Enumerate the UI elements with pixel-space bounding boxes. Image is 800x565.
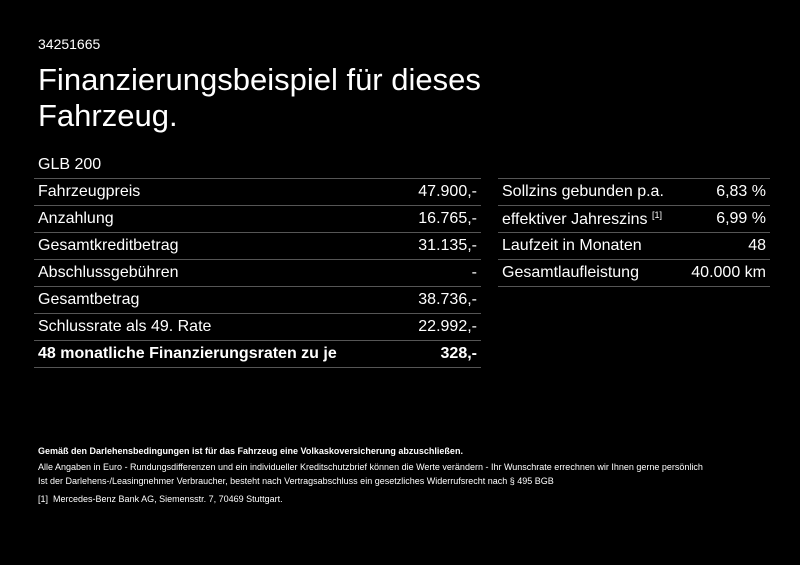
- table-row: Anzahlung 16.765,-: [34, 205, 481, 233]
- table-row: Sollzins gebunden p.a. 6,83 %: [498, 178, 770, 206]
- interest-table: Sollzins gebunden p.a. 6,83 % effektiver …: [498, 178, 770, 287]
- footnote-ref: [1]: [652, 209, 663, 220]
- financing-table: Fahrzeugpreis 47.900,- Anzahlung 16.765,- …: [34, 178, 481, 368]
- table-row: Gesamtkreditbetrag 31.135,-: [34, 232, 481, 260]
- footnote-mark: [1]: [38, 494, 49, 504]
- label: effektiver Jahreszins: [502, 210, 648, 228]
- model-name: GLB 200: [38, 156, 102, 173]
- table-row: Laufzeit in Monaten 48: [498, 232, 770, 260]
- disclaimer-line: Ist der Darlehens-/Leasingnehmer Verbrau…: [38, 476, 554, 486]
- page-title: Finanzierungsbeispiel für dieses Fahrzeu…: [38, 62, 481, 133]
- footnote-text: Mercedes-Benz Bank AG, Siemensstr. 7, 70…: [53, 494, 283, 504]
- disclaimer-line: Alle Angaben in Euro - Rundungsdifferenz…: [38, 462, 703, 472]
- vehicle-id: 34251665: [38, 36, 101, 52]
- table-row: Schlussrate als 49. Rate 22.992,-: [34, 313, 481, 341]
- footnote: [1] Mercedes-Benz Bank AG, Siemensstr. 7…: [38, 494, 283, 504]
- table-row: Gesamtlaufleistung 40.000 km: [498, 259, 770, 287]
- table-row: Fahrzeugpreis 47.900,-: [34, 178, 481, 206]
- table-row: effektiver Jahreszins [1] 6,99 %: [498, 205, 770, 233]
- insurance-note: Gemäß den Darlehensbedingungen ist für d…: [38, 446, 463, 456]
- table-row: Abschlussgebühren -: [34, 259, 481, 287]
- table-row: Gesamtbetrag 38.736,-: [34, 286, 481, 314]
- monthly-rate-row: 48 monatliche Finanzierungsraten zu je 32…: [34, 340, 481, 368]
